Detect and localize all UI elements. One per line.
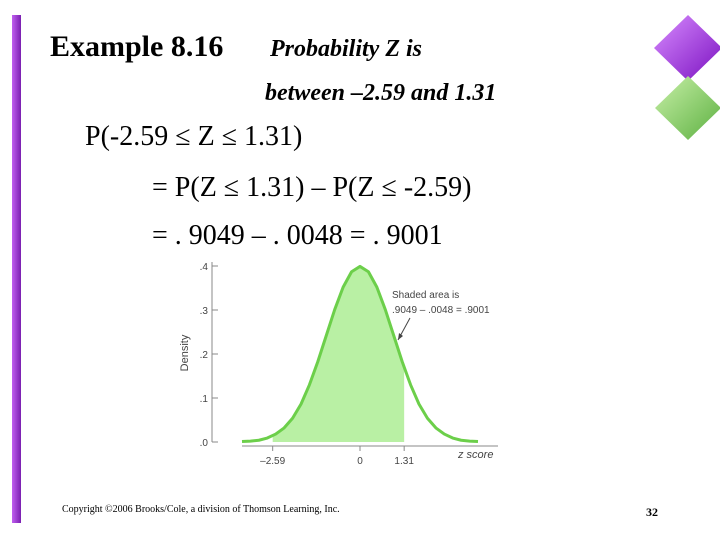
- y-tick-label: .1: [200, 394, 209, 405]
- x-axis-label: z score: [457, 449, 493, 461]
- title: Example 8.16: [50, 30, 223, 63]
- curve: [241, 264, 479, 444]
- diamond: [654, 15, 720, 81]
- subtitle: Probability Z is: [269, 36, 422, 62]
- copyright: Copyright ©2006 Brooks/Cole, a division …: [62, 504, 340, 515]
- y-tick-label: .0: [200, 438, 209, 449]
- subtitle: between –2.59 and 1.31: [265, 80, 496, 106]
- annotation: Shaded area is: [392, 290, 459, 301]
- equation: P(-2.59 ≤ Z ≤ 1.31): [85, 121, 302, 152]
- page-number: 32: [646, 505, 658, 519]
- equation: = P(Z ≤ 1.31) – P(Z ≤ -2.59): [152, 172, 472, 203]
- y-tick-label: .3: [200, 306, 209, 317]
- annotation: .9049 – .0048 = .9001: [392, 305, 490, 316]
- x-tick-label: 0: [357, 456, 363, 467]
- x-tick-label: 1.31: [394, 456, 414, 467]
- side-bar: [12, 15, 21, 523]
- shaded-area: [272, 266, 405, 442]
- arrow-head: [398, 333, 403, 340]
- chart: 1.31 0 –2.59 .4 .3 .2 .1 .0 Density z score Sha…: [179, 262, 498, 467]
- y-axis-label: Density: [179, 334, 191, 371]
- equation: = . 9049 – . 0048 = . 9001: [152, 220, 443, 251]
- diamond: [655, 76, 720, 140]
- x-tick-label: –2.59: [260, 456, 285, 467]
- y-tick-label: .4: [200, 262, 209, 273]
- y-tick-label: .2: [200, 350, 209, 361]
